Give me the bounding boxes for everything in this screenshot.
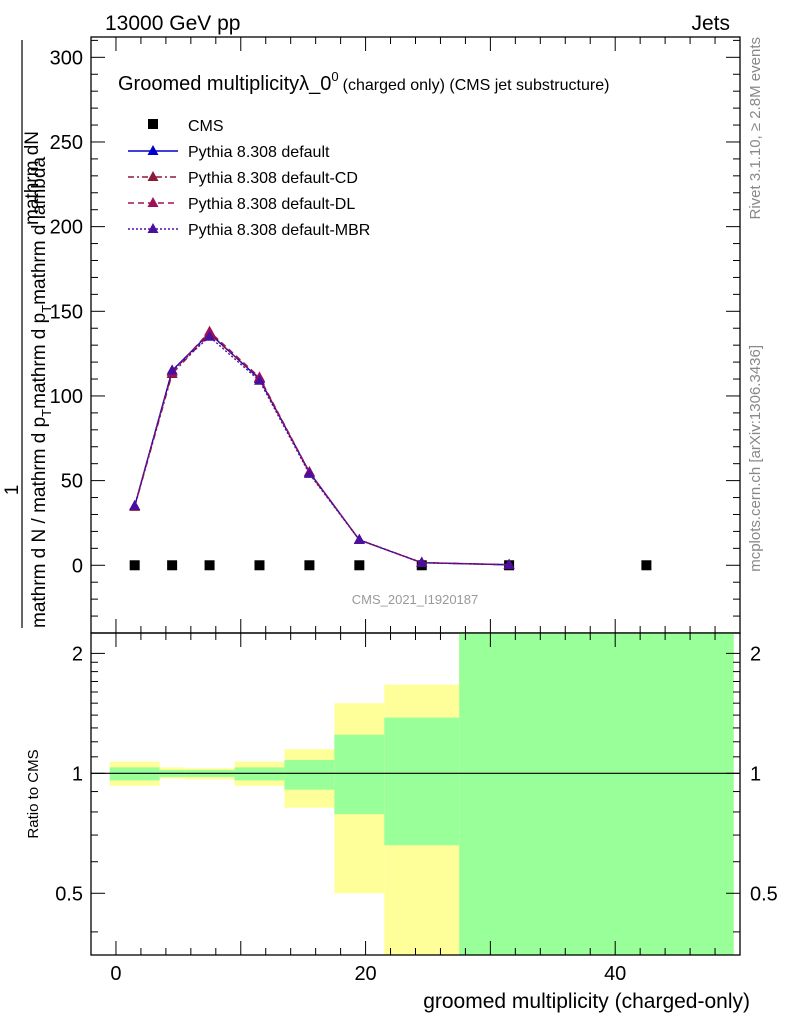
legend-label: Pythia 8.308 default-CD <box>188 170 358 187</box>
series-marker-4 <box>416 556 428 567</box>
main-ytick-label: 250 <box>50 132 83 154</box>
series-line-3 <box>134 330 510 566</box>
chart-title-main: Groomed multiplicityλ_0 <box>118 73 331 95</box>
series-marker-4 <box>204 330 216 341</box>
ratio-band-green <box>284 760 335 790</box>
legend-swatch-marker <box>147 145 159 155</box>
main-ytick-label: 0 <box>72 555 83 577</box>
ratio-ytick-label-right: 0.5 <box>750 883 778 905</box>
ratio-frame <box>90 632 741 956</box>
cms-data-point <box>254 560 265 571</box>
legend-swatch-marker <box>147 197 159 207</box>
series-marker-4 <box>129 500 141 511</box>
chart-title: Groomed multiplicityλ_00 (charged only) (… <box>118 69 609 95</box>
ylabel-denom-c: mathrm d lambda <box>29 157 50 305</box>
ratio-bands <box>109 633 734 955</box>
main-ytick-label: 100 <box>50 386 83 408</box>
ratio-ticks: 0.5 0.51 12 20 20 40 <box>55 633 778 985</box>
legend-label: CMS <box>188 118 224 135</box>
chart-title-sup: 0 <box>331 69 338 84</box>
main-ytick-label: 300 <box>50 47 83 69</box>
ratio-ytick-label: 0.5 <box>55 883 83 905</box>
main-series <box>129 325 652 571</box>
series-marker-4 <box>353 533 365 544</box>
header-left: 13000 GeV pp <box>105 12 240 35</box>
main-ytick-label: 150 <box>50 301 83 323</box>
series-marker-4 <box>253 374 265 385</box>
xtick-label: 0 <box>110 963 121 985</box>
main-panel: 0 50 100 150 200 250 300 CMS_2021_I1920187 Gro… <box>2 36 741 634</box>
ratio-ytick-label-right: 1 <box>750 763 761 785</box>
watermark: CMS_2021_I1920187 <box>352 592 479 607</box>
legend-swatch-square <box>148 119 158 129</box>
legend: CMS Pythia 8.308 default Pythia 8.308 defa… <box>128 118 370 239</box>
header-right: Jets <box>691 12 730 35</box>
ylabel-denom-sub: T <box>39 409 54 417</box>
ylabel-prefix: 1 <box>2 485 23 496</box>
ratio-ytick-label: 1 <box>72 763 83 785</box>
ratio-band-green <box>334 734 385 815</box>
series-line-4 <box>134 335 510 566</box>
ylabel-denom-a: mathrm d N / mathrm d p <box>29 417 50 628</box>
main-ticks: 0 50 100 150 200 250 300 <box>50 37 741 634</box>
legend-label: Pythia 8.308 default-MBR <box>188 222 370 239</box>
xtick-label: 20 <box>354 963 376 985</box>
rivet-label: Rivet 3.1.10, ≥ 2.8M events <box>747 37 764 220</box>
series-line-1 <box>134 332 510 566</box>
cms-data-point <box>129 560 140 571</box>
series-marker-4 <box>503 558 515 569</box>
ratio-ytick-label-right: 2 <box>750 643 761 665</box>
legend-swatch-marker <box>147 223 159 233</box>
legend-label: Pythia 8.308 default-DL <box>188 196 355 213</box>
ylabel-denom-sub2: T <box>39 305 54 313</box>
mcplots-label: mcplots.cern.ch [arXiv:1306.3436] <box>747 345 764 572</box>
cms-data-point <box>641 560 652 571</box>
xtick-label: 40 <box>604 963 626 985</box>
legend-swatch-marker <box>147 171 159 181</box>
ratio-ylabel: Ratio to CMS <box>25 749 42 838</box>
cms-data-point <box>204 560 215 571</box>
cms-data-point <box>354 560 365 571</box>
cms-data-point <box>304 560 315 571</box>
ylabel-numerator: mathrm dN <box>22 131 43 225</box>
ratio-band-green <box>384 717 460 846</box>
main-ytick-label: 200 <box>50 217 83 239</box>
ratio-band-green <box>459 633 734 955</box>
cms-data-point <box>167 560 178 571</box>
main-ylabel: mathrm dN 1 mathrm d N / mathrm d pTmath… <box>2 40 54 628</box>
ylabel-denom-b: mathrm d p <box>29 313 50 409</box>
series-marker-4 <box>303 467 315 478</box>
main-ytick-label: 50 <box>61 471 83 493</box>
series-marker-4 <box>166 364 178 375</box>
series-line-2 <box>134 333 510 566</box>
ratio-panel: 0.5 0.51 12 20 20 40 Ratio to CMS groomed mul… <box>25 632 778 1013</box>
chart-title-suffix: (charged only) (CMS jet substructure) <box>343 77 610 94</box>
ylabel-denominator: mathrm d N / mathrm d pTmathrm d pTmathr… <box>29 157 54 628</box>
ratio-ytick-label: 2 <box>72 643 83 665</box>
x-axis-label: groomed multiplicity (charged-only) <box>423 990 750 1013</box>
series-marker-3 <box>204 325 216 336</box>
legend-label: Pythia 8.308 default <box>188 144 330 161</box>
